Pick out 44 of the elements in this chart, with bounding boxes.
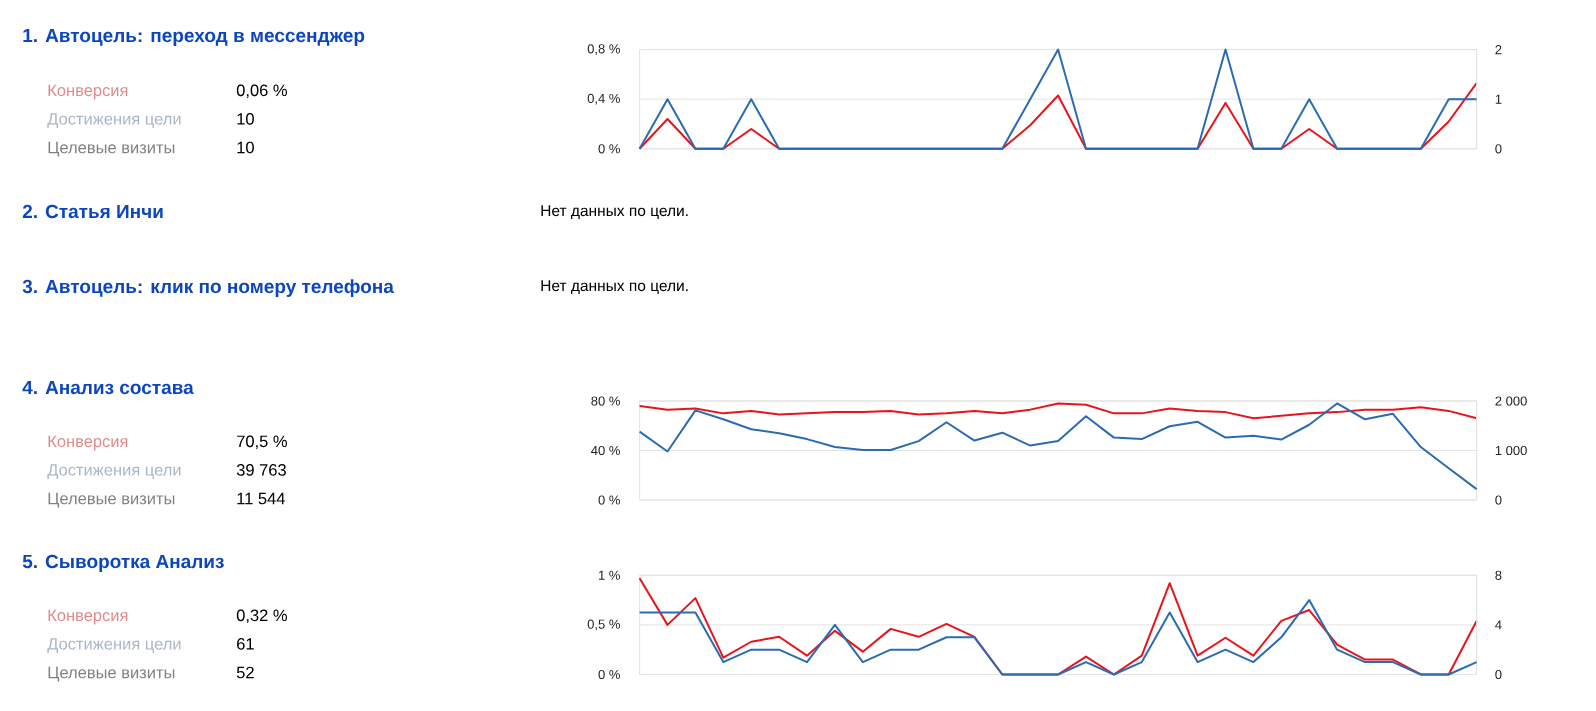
y2-tick-label: 1: [1495, 94, 1502, 104]
text: Нет данных по цели.: [541, 205, 688, 220]
y-tick-label: 40 %: [591, 445, 620, 456]
text: 11 544: [237, 492, 285, 505]
text: Целевые визиты: [48, 666, 175, 682]
y-tick-label: 0,5 %: [587, 619, 620, 631]
text: 10: [237, 141, 254, 154]
text: 61: [237, 638, 254, 650]
text: 10: [237, 113, 254, 125]
text: Достижения цели: [47, 638, 181, 653]
text: Конверсия: [48, 435, 128, 451]
y2-tick-label: 2: [1495, 45, 1502, 55]
text: 0,32 %: [236, 609, 287, 624]
y-tick-label: 0 %: [598, 495, 620, 505]
text: Целевые визиты: [48, 141, 175, 157]
text: Целевые визиты: [48, 492, 175, 508]
text: 3. Автоцель: клик по номеру телефона: [22, 279, 394, 297]
text: 5. Сыворотка Анализ: [22, 554, 224, 572]
y-tick-label: 0,8 %: [587, 44, 620, 55]
text: 1. Автоцель: переход в мессенджер: [23, 28, 365, 46]
y2-tick-label: 0: [1495, 495, 1502, 505]
text: Конверсия: [48, 84, 128, 100]
y-tick-label: 1 %: [599, 570, 620, 580]
y2-tick-label: 0: [1495, 669, 1502, 680]
y-tick-label: 80 %: [591, 396, 620, 406]
text: 39 763: [236, 464, 286, 476]
y-tick-label: 0 %: [598, 669, 620, 680]
text: 70,5 %: [237, 435, 287, 450]
text: 4. Анализ состава: [22, 380, 194, 395]
y2-tick-label: 4: [1495, 620, 1502, 630]
y2-tick-label: 2 000: [1495, 396, 1527, 406]
y2-tick-label: 1 000: [1495, 445, 1527, 456]
text: 52: [236, 666, 254, 679]
line-series: [638, 402, 1478, 491]
y-tick-label: 0,4 %: [587, 93, 620, 105]
text: 2. Статья Инчи: [22, 204, 163, 219]
y-tick-label: 0 %: [598, 144, 620, 154]
text: Достижения цели: [47, 113, 181, 128]
text: Достижения цели: [47, 464, 181, 479]
text: Конверсия: [48, 609, 128, 625]
text: 0,06 %: [236, 84, 287, 99]
y2-tick-label: 0: [1495, 144, 1502, 154]
text: Нет данных по цели.: [541, 280, 688, 295]
y2-tick-label: 8: [1495, 570, 1502, 580]
